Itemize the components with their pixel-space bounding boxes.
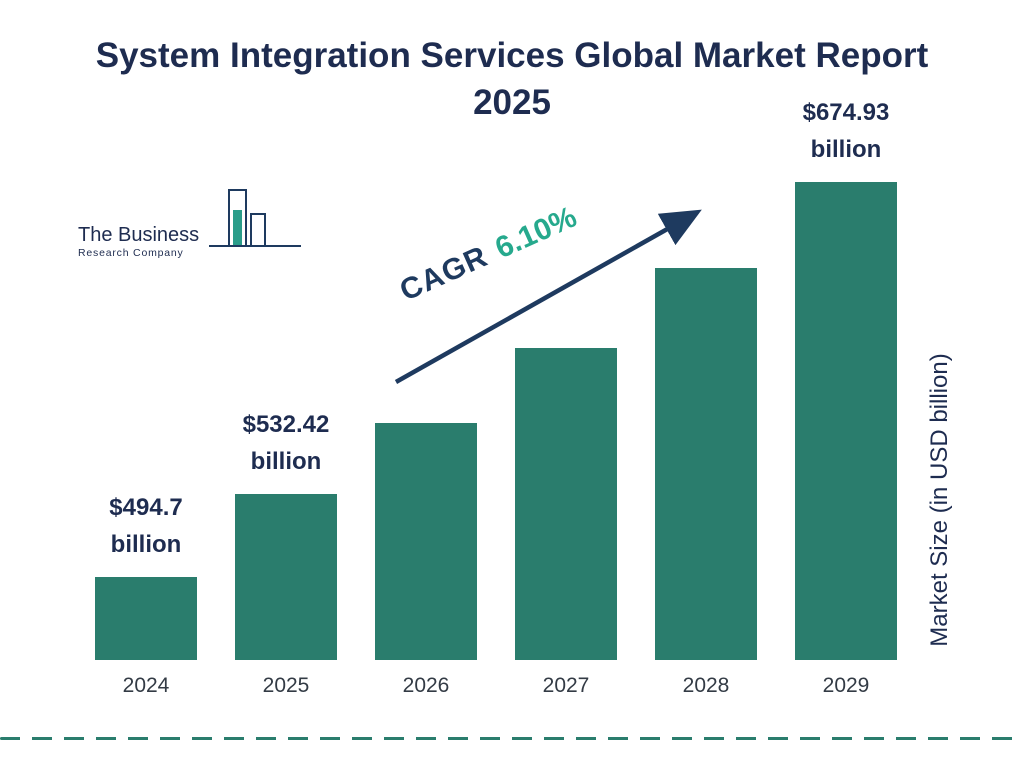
x-tick-2025: 2025 xyxy=(262,674,310,697)
value-label-2025: $532.42 billion xyxy=(242,410,330,475)
company-logo-subtitle: Research Company xyxy=(78,247,184,259)
bar-2025 xyxy=(235,494,337,660)
bar-2027 xyxy=(515,348,617,660)
company-logo-text: The Business Research Company xyxy=(78,224,199,259)
y-axis: Market Size (in USD billion) xyxy=(918,290,962,710)
y-axis-label: Market Size (in USD billion) xyxy=(926,353,953,647)
bar-chart-logo-icon xyxy=(207,188,303,259)
x-tick-2027: 2027 xyxy=(542,674,590,697)
x-tick-2029: 2029 xyxy=(822,674,870,697)
bar-2026 xyxy=(375,423,477,660)
x-tick-2026: 2026 xyxy=(402,674,450,697)
x-tick-2028: 2028 xyxy=(682,674,730,697)
x-tick-2024: 2024 xyxy=(122,674,170,697)
bar-slot-2025: $532.42 billion 2025 xyxy=(235,406,337,697)
bar-slot-2029: $674.93 billion 2029 xyxy=(795,94,897,697)
page-title: System Integration Services Global Marke… xyxy=(95,36,929,123)
bar-slot-2024: $494.7 billion 2024 xyxy=(95,489,197,697)
bar-slot-2028: 2028 xyxy=(655,268,757,697)
bar-slot-2026: 2026 xyxy=(375,423,477,697)
bottom-dashed-divider xyxy=(0,737,1024,740)
bar-2024 xyxy=(95,577,197,660)
bar-slot-2027: 2027 xyxy=(515,348,617,697)
bar-2028 xyxy=(655,268,757,660)
bar-2029 xyxy=(795,182,897,660)
value-label-2029: $674.93 billion xyxy=(802,98,890,163)
value-label-2024: $494.7 billion xyxy=(109,493,183,558)
company-logo: The Business Research Company xyxy=(78,188,303,259)
company-logo-name: The Business xyxy=(78,224,200,246)
bar-chart: $494.7 billion 2024 $532.42 billion 2025 2026 2… xyxy=(95,99,897,697)
